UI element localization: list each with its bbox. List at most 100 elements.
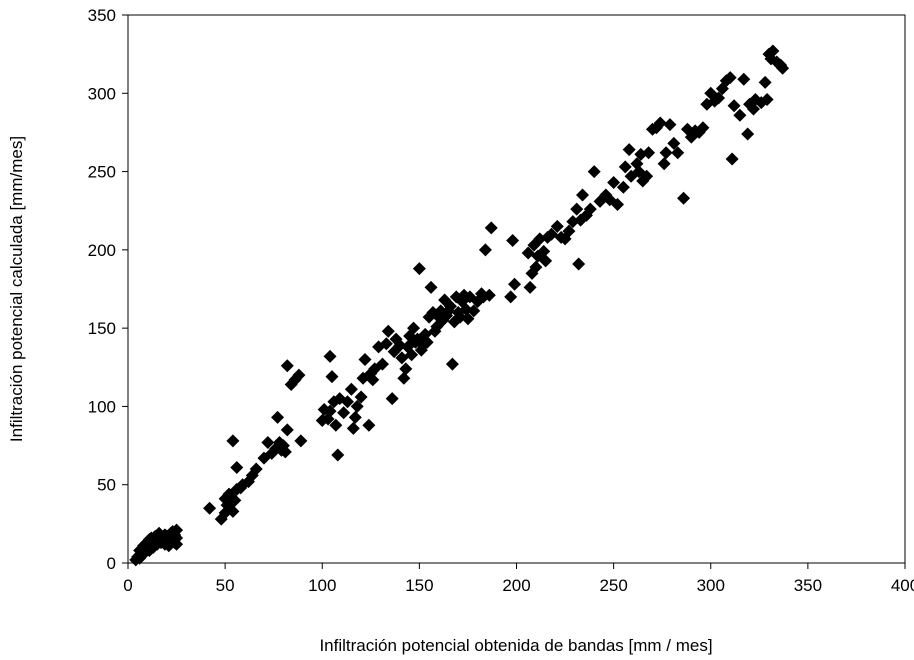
- x-tick-label: 400: [891, 576, 914, 595]
- x-axis-title: Infiltración potencial obtenida de banda…: [319, 636, 712, 655]
- data-point: [249, 462, 263, 476]
- data-point: [746, 102, 760, 116]
- data-points: [129, 44, 790, 567]
- data-point: [294, 434, 308, 448]
- data-point: [572, 257, 586, 271]
- data-point: [354, 390, 368, 404]
- data-point: [671, 146, 685, 160]
- data-point: [467, 304, 481, 318]
- data-point: [723, 71, 737, 85]
- data-point: [325, 370, 339, 384]
- data-point: [611, 197, 625, 211]
- data-point: [653, 116, 667, 130]
- data-point: [727, 99, 741, 113]
- x-axis: 0 50 100 150 200 250 300 350 400: [123, 563, 914, 595]
- data-point: [776, 61, 790, 75]
- data-point: [350, 399, 364, 413]
- data-point: [642, 146, 656, 160]
- y-tick-label: 250: [88, 163, 116, 182]
- data-point: [712, 91, 726, 105]
- data-point: [228, 493, 242, 507]
- data-point: [226, 504, 240, 518]
- data-point: [375, 357, 389, 371]
- data-point: [587, 165, 601, 179]
- data-point: [758, 75, 772, 89]
- data-point: [576, 188, 590, 202]
- data-point: [405, 348, 419, 362]
- data-point: [170, 537, 184, 551]
- data-point: [420, 335, 434, 349]
- data-point: [478, 243, 492, 257]
- y-tick-label: 200: [88, 241, 116, 260]
- data-point: [344, 382, 358, 396]
- y-axis-title: Infiltración potencial calculada [mm/mes…: [7, 136, 26, 442]
- data-point: [397, 371, 411, 385]
- data-point: [292, 368, 306, 382]
- data-point: [482, 288, 496, 302]
- data-point: [539, 254, 553, 268]
- y-tick-label: 350: [88, 6, 116, 25]
- data-point: [677, 191, 691, 205]
- data-point: [271, 410, 285, 424]
- data-point: [329, 418, 343, 432]
- data-point: [583, 202, 597, 216]
- data-point: [230, 460, 244, 474]
- data-point: [523, 280, 537, 294]
- data-point: [366, 373, 380, 387]
- data-point: [733, 108, 747, 122]
- data-point: [278, 445, 292, 459]
- x-tick-label: 200: [502, 576, 530, 595]
- y-tick-label: 50: [97, 476, 116, 495]
- x-tick-label: 150: [405, 576, 433, 595]
- x-tick-label: 0: [123, 576, 132, 595]
- data-point: [657, 157, 671, 171]
- data-point: [170, 523, 184, 537]
- data-point: [323, 404, 337, 418]
- data-point: [766, 44, 780, 58]
- data-point: [618, 160, 632, 174]
- data-point: [399, 362, 413, 376]
- data-point: [331, 448, 345, 462]
- data-point: [395, 351, 409, 365]
- data-point: [385, 392, 399, 406]
- data-point: [381, 324, 395, 338]
- data-point: [725, 152, 739, 166]
- y-tick-label: 300: [88, 84, 116, 103]
- data-point: [323, 349, 337, 363]
- data-point: [504, 290, 518, 304]
- data-point: [226, 434, 240, 448]
- data-point: [622, 143, 636, 157]
- data-point: [737, 72, 751, 86]
- data-point: [550, 219, 564, 233]
- data-point: [696, 121, 710, 135]
- x-tick-label: 300: [697, 576, 725, 595]
- data-point: [203, 501, 217, 515]
- data-point: [443, 299, 457, 313]
- data-point: [616, 180, 630, 194]
- data-point: [445, 357, 459, 371]
- data-point: [341, 395, 355, 409]
- data-point: [760, 93, 774, 107]
- data-point: [337, 406, 351, 420]
- data-point: [663, 118, 677, 132]
- y-tick-label: 150: [88, 319, 116, 338]
- data-point: [659, 146, 673, 160]
- data-point: [529, 260, 543, 274]
- data-point: [379, 337, 393, 351]
- data-point: [362, 418, 376, 432]
- data-point: [484, 221, 498, 235]
- data-point: [537, 244, 551, 258]
- data-point: [348, 410, 362, 424]
- y-axis: 0 50 100 150 200 250 300 350: [88, 6, 128, 573]
- y-tick-label: 0: [107, 554, 116, 573]
- data-point: [261, 435, 275, 449]
- data-point: [280, 423, 294, 437]
- data-point: [412, 262, 426, 276]
- x-tick-label: 250: [599, 576, 627, 595]
- x-tick-label: 100: [308, 576, 336, 595]
- data-point: [640, 169, 654, 183]
- x-tick-label: 50: [216, 576, 235, 595]
- data-point: [607, 176, 621, 190]
- data-point: [424, 280, 438, 294]
